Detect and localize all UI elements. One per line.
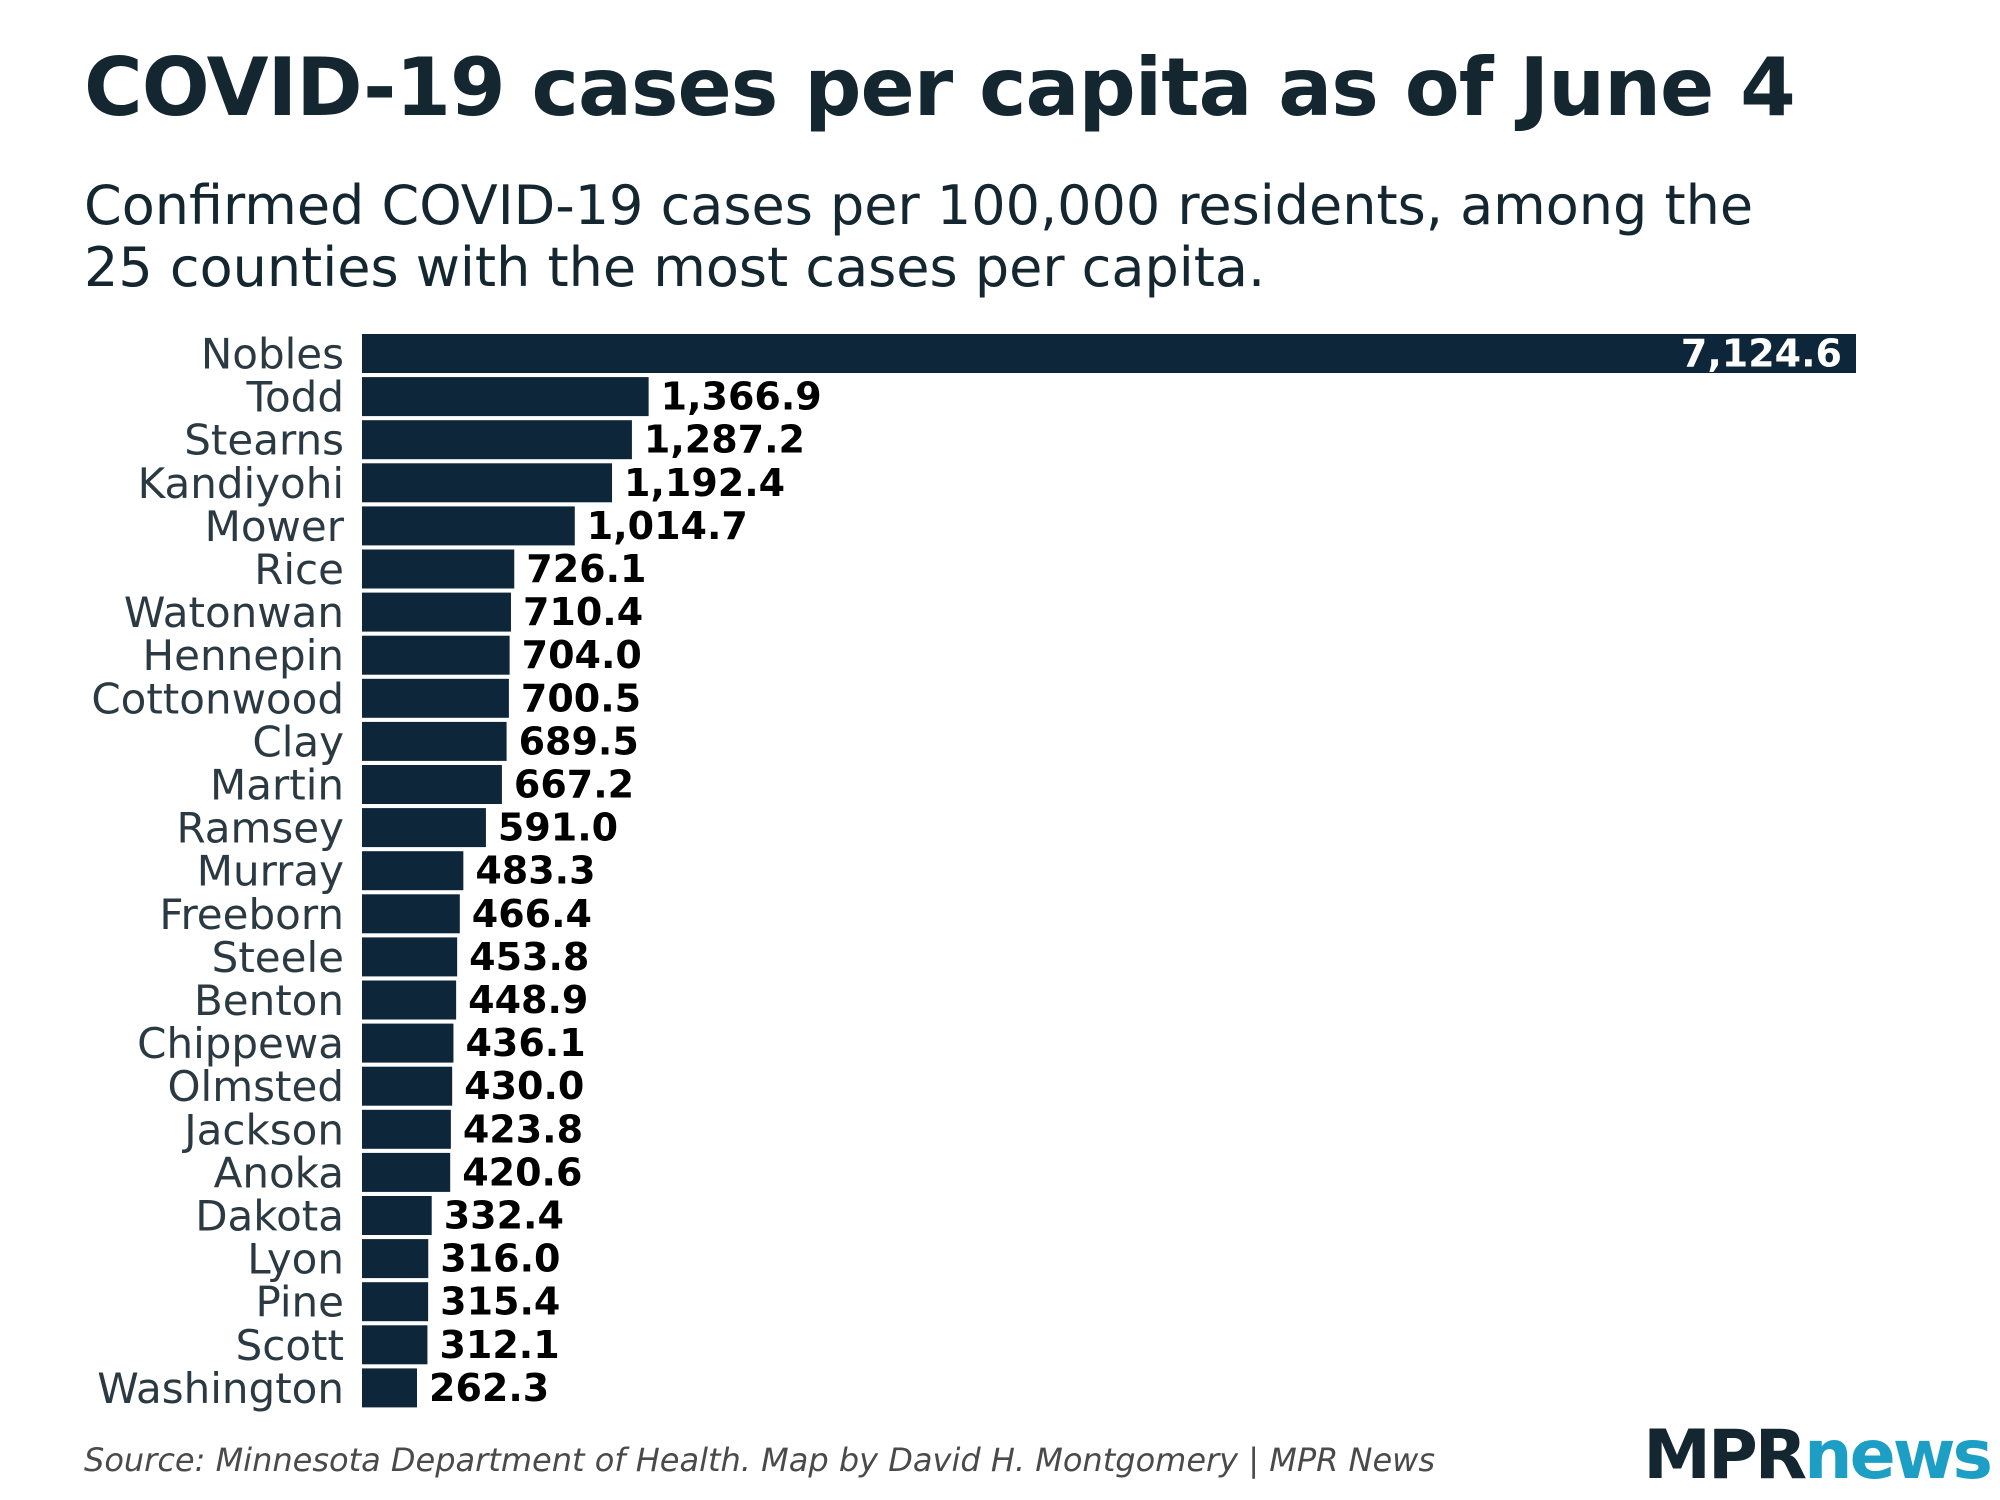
category-label: Rice [254,545,344,594]
category-label: Steele [212,933,344,982]
value-label: 704.0 [522,633,642,677]
bar-pine [362,1282,429,1322]
category-label: Anoka [214,1148,344,1197]
bar-rice [362,549,515,589]
category-label: Murray [197,847,344,896]
category-label: Nobles [201,330,344,379]
value-label: 262.3 [429,1366,549,1410]
bar-nobles [362,334,1856,373]
value-label: 423.8 [463,1107,583,1151]
value-label: 726.1 [526,547,646,591]
category-label: Mower [205,502,345,551]
category-label: Martin [210,761,344,810]
bar-kandiyohi [362,463,613,503]
value-label: 1,014.7 [587,504,748,548]
category-label: Chippewa [137,1019,344,1068]
category-label: Kandiyohi [138,459,344,508]
category-label: Benton [194,976,344,1025]
value-label: 689.5 [519,719,639,763]
value-label: 312.1 [439,1323,559,1367]
category-label: Hennepin [143,631,344,680]
value-label: 430.0 [464,1064,584,1108]
value-label: 315.4 [440,1280,560,1324]
bar-freeborn [362,894,460,934]
bar-olmsted [362,1066,453,1106]
bar-stearns [362,420,632,460]
bar-dakota [362,1196,432,1235]
bar-todd [362,377,649,417]
category-label: Clay [252,717,344,766]
category-label: Jackson [181,1105,344,1154]
bar-cottonwood [362,678,509,718]
value-label: 448.9 [468,978,588,1022]
bar-watonwan [362,592,511,632]
category-label: Todd [245,373,344,422]
bar-mower [362,506,575,546]
value-label: 1,366.9 [661,375,822,419]
category-label: Cottonwood [91,674,344,723]
category-label: Scott [236,1321,344,1370]
logo-mpr-text: MPR [1643,1416,1807,1495]
value-label: 466.4 [472,892,592,936]
value-label: 332.4 [444,1194,564,1238]
category-label: Stearns [184,416,344,465]
category-label: Pine [255,1278,344,1327]
chart-title: COVID-19 cases per capita as of June 4 [84,41,1796,134]
bar-chippewa [362,1023,454,1063]
bar-clay [362,721,507,761]
source-note: Source: Minnesota Department of Health. … [84,1441,1435,1479]
category-label: Ramsey [177,804,345,853]
bar-washington [362,1368,418,1408]
bar-hennepin [362,635,510,675]
bar-lyon [362,1239,429,1279]
value-label: 591.0 [498,806,618,850]
category-label: Freeborn [159,890,344,939]
logo-news-text: news [1804,1416,1993,1495]
value-label: 316.0 [440,1237,560,1281]
value-label: 420.6 [462,1150,582,1194]
category-label: Washington [97,1364,344,1413]
category-label: Watonwan [124,588,344,637]
value-label: 7,124.6 [1681,332,1842,376]
category-label: Olmsted [168,1062,345,1111]
mpr-news-logo: MPRnews [1643,1416,1993,1495]
category-label: Lyon [247,1235,344,1284]
bar-jackson [362,1109,451,1149]
bar-benton [362,980,457,1020]
value-label: 453.8 [469,935,589,979]
value-label: 710.4 [523,590,643,634]
bar-scott [362,1325,428,1365]
chart-subtitle: Confirmed COVID-19 cases per 100,000 res… [84,174,1754,299]
bar-chart: Nobles 7,124.6 Todd 1,366.9 Stearns 1,287.2 Ka… [91,330,1856,1413]
value-label: 1,287.2 [644,418,805,462]
bar-steele [362,937,458,977]
bar-martin [362,765,502,804]
value-label: 483.3 [475,849,595,893]
bar-anoka [362,1152,451,1192]
category-label: Dakota [195,1192,344,1241]
value-label: 667.2 [514,763,634,807]
value-label: 1,192.4 [624,461,785,505]
bar-murray [362,851,464,891]
value-label: 700.5 [521,676,641,720]
value-label: 436.1 [465,1021,585,1065]
bar-ramsey [362,808,486,848]
